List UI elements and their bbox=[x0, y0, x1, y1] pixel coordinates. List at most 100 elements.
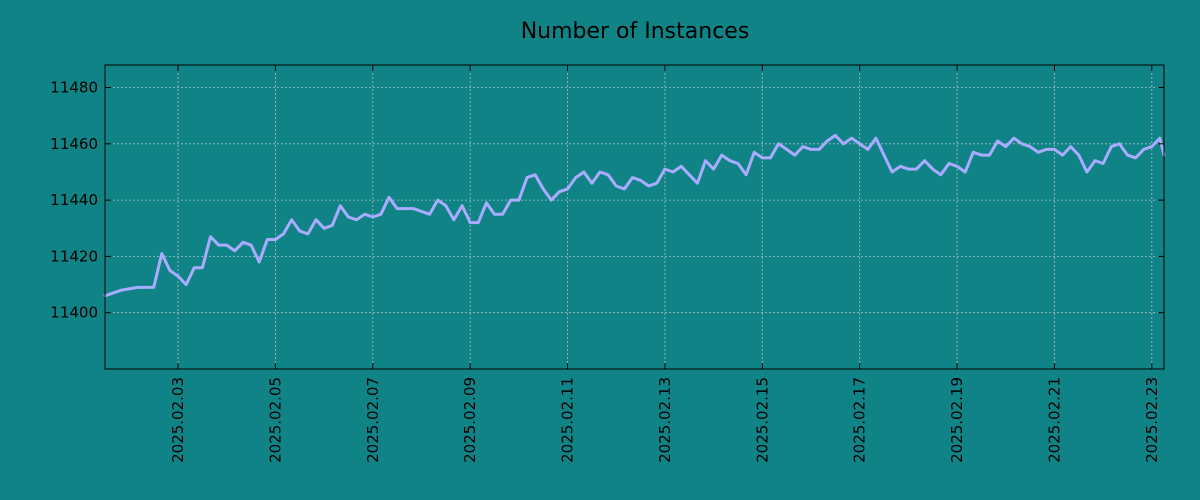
data-point bbox=[566, 187, 569, 191]
data-point bbox=[477, 221, 480, 224]
data-point bbox=[322, 227, 326, 230]
data-point bbox=[1158, 137, 1162, 140]
data-point bbox=[501, 213, 504, 216]
data-point bbox=[598, 170, 602, 174]
data-point bbox=[996, 139, 999, 143]
data-point bbox=[988, 153, 991, 157]
data-point bbox=[533, 173, 537, 176]
data-point bbox=[923, 159, 926, 162]
data-point bbox=[1126, 153, 1129, 157]
x-tick-label: 2025.02.19 bbox=[948, 377, 966, 463]
data-point bbox=[809, 148, 813, 151]
data-point bbox=[712, 167, 715, 171]
data-point bbox=[509, 198, 512, 202]
data-point bbox=[1061, 153, 1064, 157]
data-point bbox=[1134, 156, 1137, 160]
data-point bbox=[460, 204, 464, 207]
data-point bbox=[801, 145, 805, 148]
data-point bbox=[582, 170, 585, 174]
x-tick-label: 2025.02.21 bbox=[1045, 377, 1063, 463]
data-point bbox=[193, 266, 196, 269]
data-point bbox=[209, 235, 212, 238]
data-point bbox=[671, 170, 675, 174]
x-axis: 2025.02.03 2025.02.05 2025.02.07 2025.02.09… bbox=[169, 65, 1161, 463]
x-tick-label: 2025.02.15 bbox=[753, 377, 771, 463]
data-point bbox=[160, 252, 163, 255]
data-point bbox=[1118, 142, 1121, 145]
x-tick-label: 2025.02.13 bbox=[656, 377, 674, 463]
data-point bbox=[939, 173, 942, 176]
data-point bbox=[1037, 151, 1040, 154]
plot-frame bbox=[104, 64, 1165, 370]
data-point bbox=[331, 224, 334, 227]
data-point bbox=[590, 182, 594, 185]
data-point bbox=[1012, 137, 1016, 140]
y-tick-label: 11440 bbox=[50, 191, 98, 209]
x-tick-label: 2025.02.11 bbox=[559, 377, 577, 463]
data-point bbox=[379, 213, 383, 216]
data-point bbox=[517, 198, 521, 202]
data-point bbox=[842, 142, 845, 145]
data-point bbox=[168, 269, 172, 272]
data-point bbox=[606, 173, 610, 176]
x-tick-label: 2025.02.03 bbox=[169, 377, 187, 463]
data-point bbox=[1093, 159, 1097, 162]
data-point bbox=[395, 207, 399, 210]
series-layer bbox=[103, 133, 1166, 298]
data-point bbox=[785, 148, 788, 151]
data-point bbox=[184, 283, 188, 286]
y-tick-label: 11420 bbox=[50, 247, 98, 265]
data-point bbox=[777, 142, 780, 145]
data-point bbox=[1053, 148, 1056, 151]
data-point bbox=[274, 238, 277, 241]
data-point bbox=[452, 218, 456, 221]
data-point bbox=[412, 207, 415, 210]
data-point bbox=[882, 153, 886, 157]
data-point bbox=[290, 218, 293, 221]
data-point bbox=[647, 184, 650, 188]
data-point bbox=[136, 286, 139, 289]
data-point bbox=[728, 159, 732, 162]
data-point bbox=[980, 153, 983, 157]
x-tick-label: 2025.02.09 bbox=[461, 377, 479, 463]
data-point bbox=[1150, 145, 1154, 148]
data-point bbox=[420, 210, 423, 213]
data-point bbox=[866, 148, 869, 151]
y-tick-label: 11400 bbox=[50, 304, 98, 322]
data-point bbox=[1142, 148, 1145, 151]
data-point bbox=[623, 187, 626, 191]
data-point bbox=[558, 190, 561, 193]
data-point bbox=[793, 153, 796, 157]
data-point bbox=[355, 218, 358, 221]
data-point bbox=[225, 243, 228, 247]
data-point bbox=[639, 179, 642, 182]
data-point bbox=[201, 266, 204, 269]
y-tick-label: 11480 bbox=[50, 79, 98, 97]
data-point bbox=[931, 167, 934, 171]
data-point bbox=[1020, 142, 1024, 145]
data-point bbox=[371, 215, 374, 219]
data-point bbox=[233, 249, 236, 252]
chart-title: Number of Instances bbox=[521, 19, 750, 44]
data-point bbox=[972, 151, 975, 154]
data-point bbox=[696, 182, 699, 185]
data-point bbox=[550, 198, 553, 202]
data-point bbox=[298, 229, 301, 233]
data-point bbox=[1085, 170, 1089, 174]
data-point bbox=[1101, 162, 1105, 165]
data-point bbox=[899, 165, 902, 168]
data-point bbox=[680, 165, 683, 168]
data-point bbox=[266, 238, 269, 241]
data-point bbox=[744, 173, 748, 176]
x-tick-label: 2025.02.07 bbox=[364, 377, 382, 463]
x-tick-label: 2025.02.17 bbox=[851, 377, 869, 463]
data-point bbox=[387, 196, 391, 199]
data-point bbox=[120, 289, 123, 292]
data-point bbox=[720, 153, 723, 157]
data-point bbox=[631, 176, 634, 179]
x-tick-label: 2025.02.05 bbox=[266, 377, 284, 463]
data-point bbox=[817, 148, 821, 151]
data-point bbox=[761, 156, 764, 160]
data-point bbox=[436, 198, 439, 202]
